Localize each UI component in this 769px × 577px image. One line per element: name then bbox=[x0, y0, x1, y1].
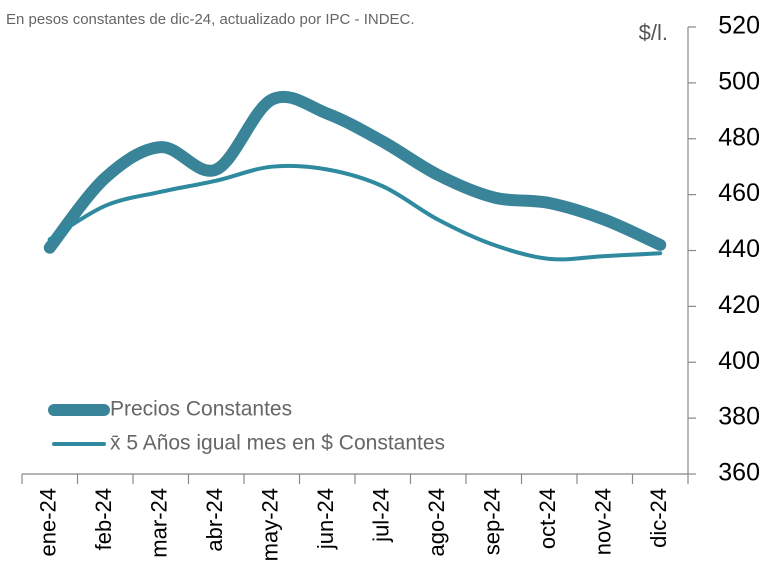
chart-subtitle: En pesos constantes de dic-24, actualiza… bbox=[6, 11, 415, 28]
x-tick-label: oct-24 bbox=[535, 488, 560, 549]
x-tick-label: ene-24 bbox=[36, 488, 61, 557]
x-tick-label: abr-24 bbox=[202, 488, 227, 552]
y-tick-label: 440 bbox=[718, 235, 760, 263]
series-line bbox=[47, 163, 663, 262]
x-tick-label: may-24 bbox=[258, 488, 283, 561]
y-tick-label: 500 bbox=[718, 67, 760, 95]
x-tick-label: ago-24 bbox=[424, 488, 449, 557]
x-tick-label: dic-24 bbox=[646, 488, 671, 548]
x-tick-label: nov-24 bbox=[591, 488, 616, 555]
y-axis-label: $/l. bbox=[639, 20, 668, 45]
x-tick-label: jun-24 bbox=[313, 488, 338, 550]
x-tick-label: sep-24 bbox=[480, 488, 505, 555]
x-tick-label: jul-24 bbox=[369, 488, 394, 543]
y-tick-label: 520 bbox=[718, 12, 760, 40]
y-tick-label: 480 bbox=[718, 123, 760, 151]
x-tick-label: feb-24 bbox=[91, 488, 116, 550]
y-tick-label: 420 bbox=[718, 291, 760, 319]
y-tick-label: 360 bbox=[718, 459, 760, 487]
y-tick-label: 400 bbox=[718, 347, 760, 375]
series-line bbox=[43, 90, 667, 254]
legend-label: Precios Constantes bbox=[110, 398, 292, 421]
x-tick-label: mar-24 bbox=[147, 488, 172, 558]
y-tick-label: 380 bbox=[718, 403, 760, 431]
y-tick-label: 460 bbox=[718, 179, 760, 207]
legend-label: x̄ 5 Años igual mes en $ Constantes bbox=[110, 432, 445, 455]
